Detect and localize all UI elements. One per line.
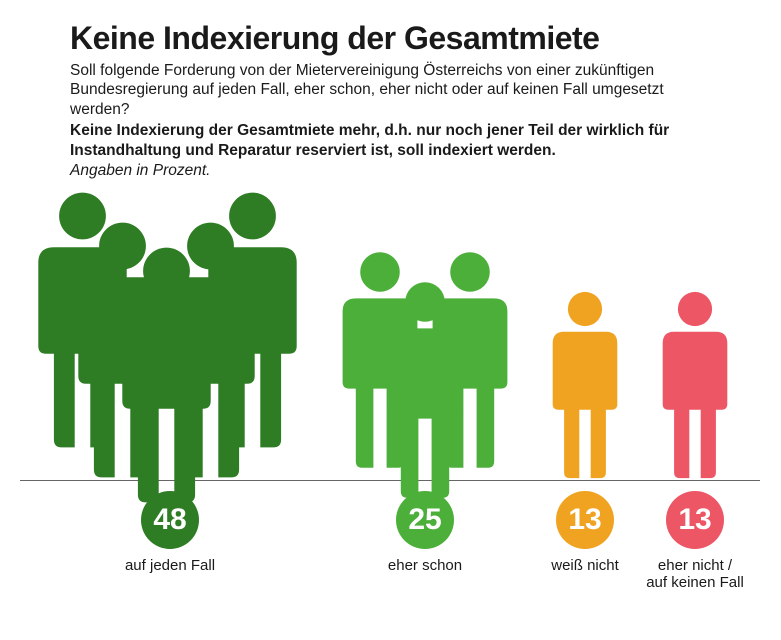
label-col: 25 eher schon	[320, 491, 530, 592]
chart-intro: Soll folgende Forderung von der Mieterve…	[70, 61, 710, 119]
person-icon	[657, 290, 733, 480]
people-cluster	[320, 250, 530, 480]
chart-question-bold: Keine Indexierung der Gesamtmiete mehr, …	[70, 121, 710, 160]
category-label: auf jeden Fall	[125, 557, 215, 574]
people-row	[20, 190, 760, 481]
label-col: 13 eher nicht /auf keinen Fall	[640, 491, 750, 592]
pictogram-chart: 48 auf jeden Fall 25 eher schon 13 weiß …	[20, 190, 760, 592]
person-icon	[380, 280, 470, 500]
people-cluster	[640, 290, 750, 480]
category-label: eher nicht /auf keinen Fall	[646, 557, 744, 592]
label-col: 48 auf jeden Fall	[20, 491, 320, 592]
person-icon	[547, 290, 623, 480]
category-label: weiß nicht	[551, 557, 619, 574]
person-icon	[114, 245, 219, 505]
group-weiss-nicht	[530, 290, 640, 480]
group-eher-schon	[320, 250, 530, 480]
people-cluster	[20, 190, 320, 480]
value-badge: 13	[556, 491, 614, 549]
group-auf-jeden-fall	[20, 190, 320, 480]
chart-title: Keine Indexierung der Gesamtmiete	[70, 20, 751, 57]
people-cluster	[530, 290, 640, 480]
group-eher-nicht	[640, 290, 750, 480]
chart-subnote: Angaben in Prozent.	[70, 162, 751, 180]
label-col: 13 weiß nicht	[530, 491, 640, 592]
category-label: eher schon	[388, 557, 462, 574]
value-badge: 13	[666, 491, 724, 549]
labels-row: 48 auf jeden Fall 25 eher schon 13 weiß …	[20, 491, 760, 592]
